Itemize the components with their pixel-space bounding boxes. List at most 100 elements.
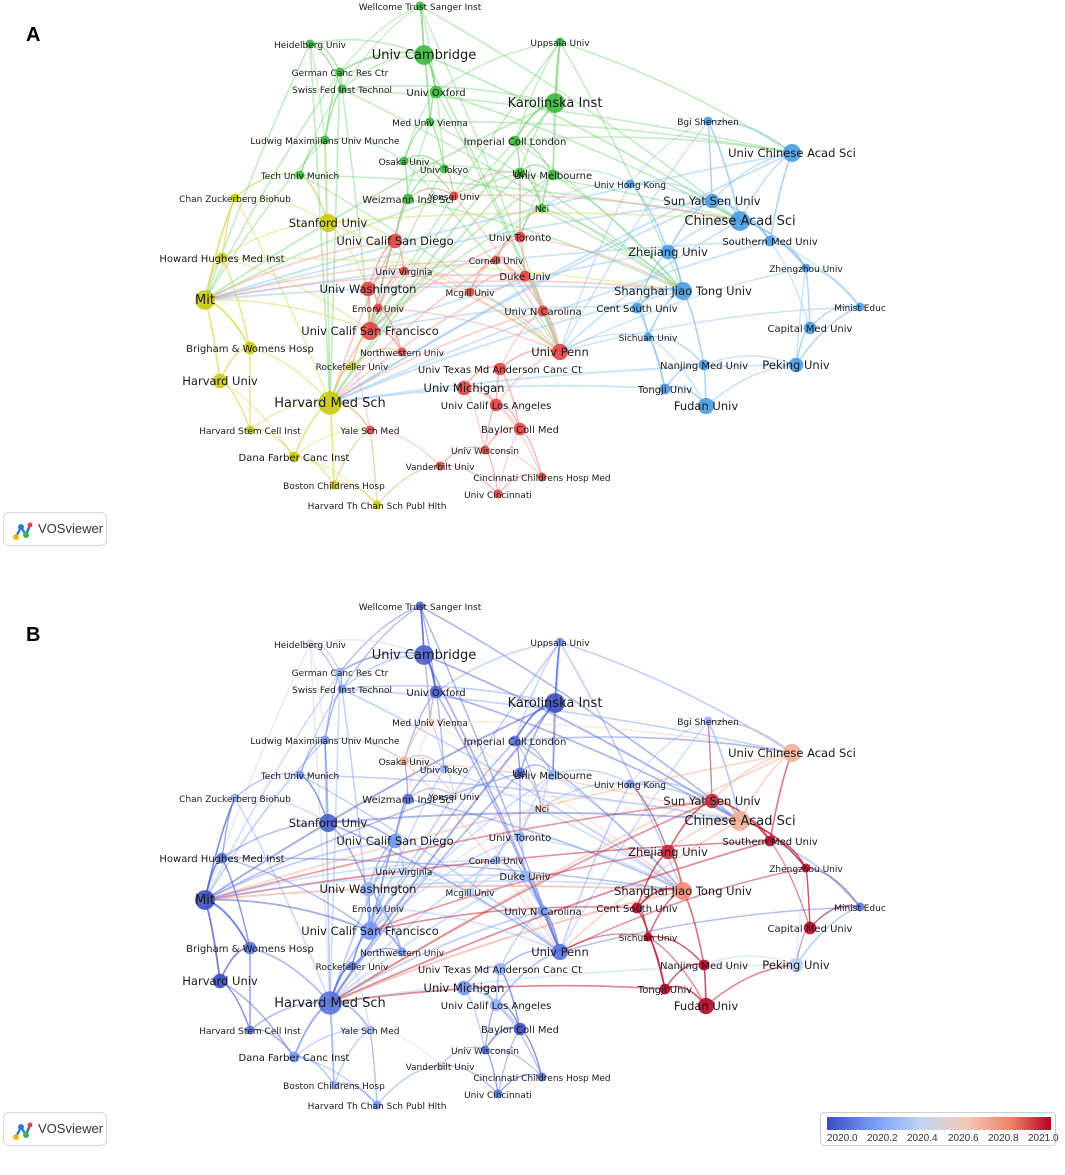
institution-node[interactable] xyxy=(764,235,776,247)
institution-node[interactable] xyxy=(493,1089,503,1099)
institution-node[interactable] xyxy=(514,831,526,843)
institution-node[interactable] xyxy=(537,472,547,482)
institution-node[interactable] xyxy=(288,1051,300,1063)
institution-node[interactable] xyxy=(491,255,501,265)
cluster-network-graph[interactable]: Wellcome Trust Sanger Inst Heidelberg Uni… xyxy=(0,0,1065,575)
institution-node[interactable] xyxy=(295,170,305,180)
institution-node[interactable] xyxy=(704,193,720,209)
institution-node[interactable] xyxy=(335,67,345,77)
institution-node[interactable] xyxy=(319,814,337,832)
institution-node[interactable] xyxy=(439,764,449,774)
institution-node[interactable] xyxy=(704,793,720,809)
institution-node[interactable] xyxy=(337,684,347,694)
institution-node[interactable] xyxy=(537,1072,547,1082)
institution-node[interactable] xyxy=(643,332,653,342)
institution-node[interactable] xyxy=(514,767,526,779)
institution-node[interactable] xyxy=(216,252,228,264)
institution-node[interactable] xyxy=(360,881,376,897)
institution-node[interactable] xyxy=(399,756,409,766)
institution-node[interactable] xyxy=(329,480,339,490)
institution-node[interactable] xyxy=(491,855,501,865)
institution-node[interactable] xyxy=(397,947,407,957)
institution-node[interactable] xyxy=(399,266,409,276)
institution-node[interactable] xyxy=(801,263,811,273)
institution-node[interactable] xyxy=(551,343,569,361)
institution-node[interactable] xyxy=(425,717,435,727)
institution-node[interactable] xyxy=(555,37,565,47)
institution-node[interactable] xyxy=(347,361,357,371)
institution-node[interactable] xyxy=(212,373,228,389)
institution-node[interactable] xyxy=(493,362,507,376)
institution-node[interactable] xyxy=(537,203,547,213)
institution-node[interactable] xyxy=(519,270,531,282)
institution-node[interactable] xyxy=(855,302,865,312)
institution-node[interactable] xyxy=(387,833,403,849)
institution-node[interactable] xyxy=(230,193,240,203)
institution-node[interactable] xyxy=(397,347,407,357)
institution-node[interactable] xyxy=(480,1045,490,1055)
institution-node[interactable] xyxy=(659,983,671,995)
institution-node[interactable] xyxy=(551,943,569,961)
institution-node[interactable] xyxy=(803,321,817,335)
institution-node[interactable] xyxy=(318,991,342,1015)
institution-node[interactable] xyxy=(509,735,521,747)
institution-node[interactable] xyxy=(514,231,526,243)
institution-node[interactable] xyxy=(243,341,257,355)
institution-node[interactable] xyxy=(480,445,490,455)
overlay-network-graph[interactable]: Wellcome Trust Sanger Inst Heidelberg Uni… xyxy=(0,600,1065,1175)
institution-node[interactable] xyxy=(625,179,635,189)
institution-node[interactable] xyxy=(660,244,676,260)
institution-node[interactable] xyxy=(513,422,527,436)
institution-node[interactable] xyxy=(320,735,330,745)
institution-node[interactable] xyxy=(373,903,383,913)
institution-node[interactable] xyxy=(493,489,503,499)
institution-node[interactable] xyxy=(361,922,379,940)
institution-node[interactable] xyxy=(415,601,425,611)
institution-node[interactable] xyxy=(631,302,643,314)
institution-node[interactable] xyxy=(435,1061,445,1071)
institution-node[interactable] xyxy=(425,117,435,127)
institution-node[interactable] xyxy=(545,693,565,713)
institution-node[interactable] xyxy=(643,932,653,942)
institution-node[interactable] xyxy=(660,844,676,860)
institution-node[interactable] xyxy=(537,905,549,917)
institution-node[interactable] xyxy=(788,357,804,373)
institution-node[interactable] xyxy=(399,866,409,876)
institution-node[interactable] xyxy=(373,303,383,313)
institution-node[interactable] xyxy=(212,973,228,989)
institution-node[interactable] xyxy=(697,397,715,415)
institution-node[interactable] xyxy=(337,84,347,94)
institution-node[interactable] xyxy=(519,870,531,882)
institution-node[interactable] xyxy=(429,85,443,99)
institution-node[interactable] xyxy=(365,425,375,435)
institution-node[interactable] xyxy=(387,233,403,249)
institution-node[interactable] xyxy=(415,1,425,11)
institution-node[interactable] xyxy=(402,193,414,205)
institution-node[interactable] xyxy=(545,93,565,113)
institution-node[interactable] xyxy=(243,941,257,955)
institution-node[interactable] xyxy=(855,902,865,912)
institution-node[interactable] xyxy=(305,39,315,49)
institution-node[interactable] xyxy=(216,852,228,864)
institution-node[interactable] xyxy=(449,791,459,801)
institution-node[interactable] xyxy=(347,961,357,971)
institution-node[interactable] xyxy=(245,425,255,435)
institution-node[interactable] xyxy=(361,322,379,340)
institution-node[interactable] xyxy=(674,282,692,300)
institution-node[interactable] xyxy=(320,135,330,145)
institution-node[interactable] xyxy=(372,1100,382,1110)
institution-node[interactable] xyxy=(625,779,635,789)
institution-node[interactable] xyxy=(547,769,559,781)
institution-node[interactable] xyxy=(429,685,443,699)
institution-node[interactable] xyxy=(493,962,507,976)
institution-node[interactable] xyxy=(703,716,713,726)
institution-node[interactable] xyxy=(319,214,337,232)
institution-node[interactable] xyxy=(439,164,449,174)
institution-node[interactable] xyxy=(365,1025,375,1035)
institution-node[interactable] xyxy=(783,744,801,762)
institution-node[interactable] xyxy=(698,359,710,371)
institution-node[interactable] xyxy=(730,811,750,831)
institution-node[interactable] xyxy=(465,887,475,897)
institution-node[interactable] xyxy=(414,45,434,65)
institution-node[interactable] xyxy=(449,191,459,201)
